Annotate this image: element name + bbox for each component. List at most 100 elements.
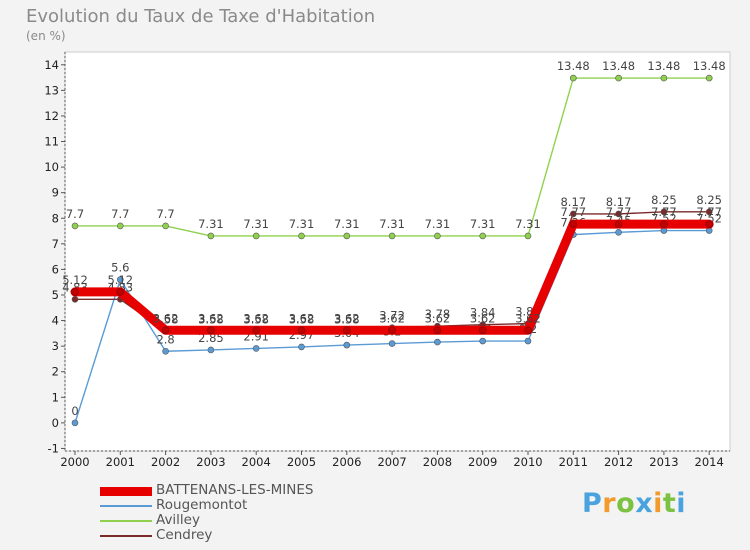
data-label: 3.58 <box>289 312 315 326</box>
data-label: 5.6 <box>111 261 129 275</box>
chart-unit: (en %) <box>26 29 66 43</box>
y-tick-label: -1 <box>48 441 59 455</box>
data-label: 3.62 <box>243 311 269 325</box>
data-point <box>433 326 442 335</box>
y-tick-label: 9 <box>52 186 59 200</box>
data-label: 7.7 <box>111 207 129 221</box>
y-tick-label: 8 <box>52 211 59 225</box>
data-point <box>342 326 351 335</box>
y-tick-label: 3 <box>52 339 59 353</box>
data-point <box>71 419 79 427</box>
data-point <box>71 288 79 296</box>
data-label: 13.48 <box>602 59 635 73</box>
data-label: 3.62 <box>470 311 496 325</box>
data-point <box>569 74 577 82</box>
legend-swatch <box>100 505 152 507</box>
y-tick-label: 13 <box>44 83 59 97</box>
data-point <box>252 232 260 240</box>
data-label: 3.62 <box>515 311 541 325</box>
data-label: 7.31 <box>379 217 405 231</box>
data-point <box>71 296 79 303</box>
data-point <box>614 220 623 228</box>
data-label: 7.77 <box>696 205 722 219</box>
x-tick-label: 2003 <box>196 455 225 469</box>
data-point <box>660 208 668 216</box>
data-label: 3.78 <box>425 307 451 321</box>
data-label: 7.31 <box>198 217 224 231</box>
y-tick-label: 5 <box>52 288 59 302</box>
data-point <box>207 346 215 354</box>
legend-label: BATTENANS-LES-MINES <box>156 482 314 498</box>
x-tick-label: 2013 <box>649 455 678 469</box>
data-point <box>434 338 441 346</box>
data-point <box>524 326 532 335</box>
data-label: 7.77 <box>606 205 632 219</box>
data-point <box>252 326 261 335</box>
data-label: 3.58 <box>334 312 360 326</box>
data-label: 7.31 <box>470 217 496 231</box>
data-label: 3.84 <box>470 306 496 320</box>
data-point <box>705 74 713 82</box>
data-label: 13.48 <box>647 59 680 73</box>
x-tick-label: 2004 <box>242 455 271 469</box>
data-point <box>479 337 487 345</box>
plot-area <box>64 51 731 452</box>
legend-label: Cendrey <box>156 527 213 543</box>
data-point <box>569 220 578 228</box>
legend-label: Rougemontot <box>156 497 248 513</box>
data-label: 3.62 <box>425 311 451 325</box>
data-point <box>162 347 169 355</box>
y-tick-label: 1 <box>52 390 59 404</box>
data-point <box>705 208 713 216</box>
y-tick-label: 6 <box>52 262 59 276</box>
data-point <box>479 232 487 240</box>
data-label: 3.62 <box>334 311 360 325</box>
x-tick-label: 2006 <box>332 455 361 469</box>
y-tick-label: 2 <box>52 365 59 379</box>
data-label: 5.12 <box>62 273 88 287</box>
x-tick-label: 2012 <box>604 455 633 469</box>
y-tick-label: 0 <box>52 416 59 430</box>
y-tick-label: 10 <box>44 160 59 174</box>
x-tick-label: 2001 <box>106 455 135 469</box>
x-tick-label: 2009 <box>468 455 497 469</box>
data-point <box>162 222 169 230</box>
data-point <box>343 341 351 349</box>
x-tick-label: 2010 <box>513 455 542 469</box>
data-point <box>615 229 622 236</box>
data-point <box>388 232 396 240</box>
data-point <box>207 232 215 240</box>
data-label: 7.77 <box>560 205 586 219</box>
legend-swatch <box>100 520 152 522</box>
data-label: 2.8 <box>156 332 174 346</box>
data-point <box>660 74 668 82</box>
y-tick-label: 7 <box>52 237 59 251</box>
x-tick-label: 2005 <box>287 455 316 469</box>
y-tick-label: 14 <box>44 58 59 72</box>
legend-swatch <box>100 535 152 537</box>
data-point <box>71 222 79 230</box>
data-label: 7.77 <box>651 205 677 219</box>
data-point <box>388 340 396 347</box>
data-label: 3.62 <box>198 311 224 325</box>
data-label: 3.62 <box>153 311 179 325</box>
x-tick-label: 2000 <box>60 455 89 469</box>
x-tick-label: 2011 <box>559 455 588 469</box>
data-label: 7.31 <box>425 217 451 231</box>
legend-label: Avilley <box>156 512 200 528</box>
data-label: 7.7 <box>66 207 84 221</box>
data-point <box>388 326 396 335</box>
x-tick-label: 2014 <box>695 455 724 469</box>
data-point <box>705 220 714 228</box>
data-point <box>615 74 622 82</box>
data-point <box>343 232 351 240</box>
data-point <box>117 222 124 230</box>
data-point <box>161 326 170 335</box>
data-label: 0 <box>71 404 78 418</box>
data-point <box>660 220 668 228</box>
data-point <box>434 232 441 240</box>
y-tick-label: 11 <box>44 135 59 149</box>
data-label: 3.58 <box>243 312 269 326</box>
data-point <box>117 276 124 283</box>
